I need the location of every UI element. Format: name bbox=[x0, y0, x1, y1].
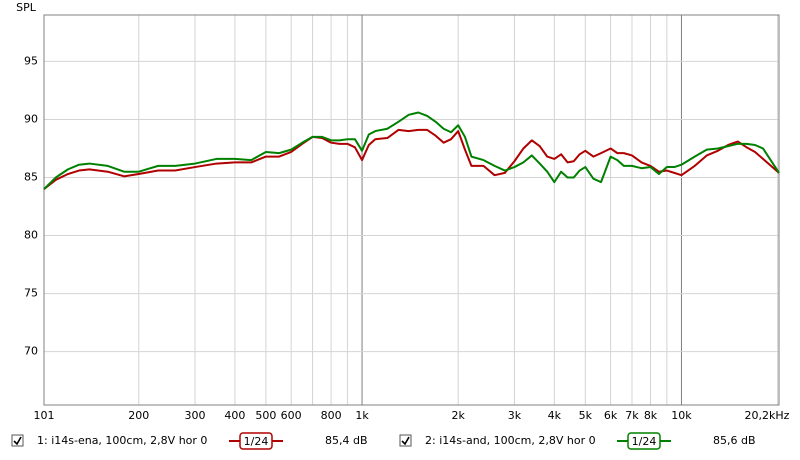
x-tick-label: 1k bbox=[355, 409, 369, 422]
x-tick-label: 5k bbox=[579, 409, 593, 422]
y-axis-label: SPL bbox=[16, 1, 37, 14]
smoothing-label: 1/24 bbox=[632, 435, 657, 448]
y-tick-label: 75 bbox=[24, 287, 38, 300]
x-tick-label: 8k bbox=[644, 409, 658, 422]
plot-area bbox=[44, 15, 779, 405]
x-tick-label: 600 bbox=[281, 409, 302, 422]
x-tick-label: 6k bbox=[604, 409, 618, 422]
x-tick-label: 3k bbox=[508, 409, 522, 422]
y-tick-label: 80 bbox=[24, 229, 38, 242]
y-tick-label: 85 bbox=[24, 171, 38, 184]
level-label: 85,6 dB bbox=[713, 434, 756, 447]
x-tick-label: 200 bbox=[128, 409, 149, 422]
x-tick-label: 500 bbox=[255, 409, 276, 422]
x-tick-label: 7k bbox=[625, 409, 639, 422]
x-tick-label: 10k bbox=[671, 409, 692, 422]
legend-label: 1: i14s-ena, 100cm, 2,8V hor 0 bbox=[37, 434, 207, 447]
data-line bbox=[43, 128, 780, 190]
smoothing-label: 1/24 bbox=[244, 435, 269, 448]
smoothing-box[interactable] bbox=[239, 432, 273, 450]
legend-checkbox[interactable] bbox=[11, 434, 24, 447]
x-tick-label: 20,2kHz bbox=[745, 409, 790, 422]
data-line bbox=[43, 111, 780, 190]
plot-frame bbox=[43, 14, 780, 406]
smoothing-box[interactable] bbox=[627, 432, 661, 450]
x-tick-label: 101 bbox=[34, 409, 55, 422]
legend-check bbox=[401, 436, 410, 446]
x-tick-label: 800 bbox=[321, 409, 342, 422]
x-tick-label: 300 bbox=[185, 409, 206, 422]
legend-label: 2: i14s-and, 100cm, 2,8V hor 0 bbox=[425, 434, 596, 447]
x-tick-label: 400 bbox=[224, 409, 245, 422]
x-tick-label: 4k bbox=[548, 409, 562, 422]
x-tick-label: 2k bbox=[452, 409, 466, 422]
y-tick-label: 90 bbox=[24, 112, 38, 125]
legend-checkbox[interactable] bbox=[399, 434, 412, 447]
y-tick-label: 70 bbox=[24, 345, 38, 358]
y-tick-label: 95 bbox=[24, 54, 38, 67]
legend-check bbox=[13, 436, 22, 446]
level-label: 85,4 dB bbox=[325, 434, 368, 447]
